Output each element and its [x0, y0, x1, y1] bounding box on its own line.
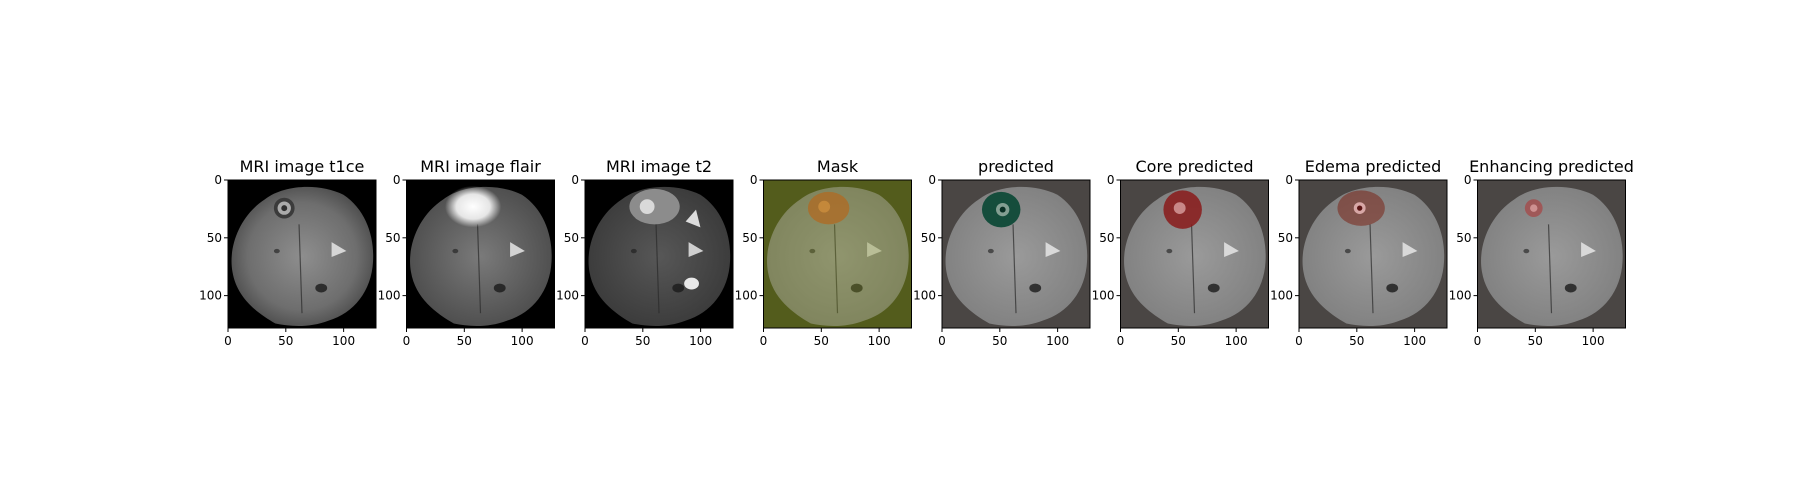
axes-frame [763, 179, 912, 329]
panel-pred: predicted 0 50 100 0 50 100 [913, 157, 1091, 348]
panel-title: predicted [978, 157, 1054, 176]
panel-title: Mask [817, 157, 859, 176]
y-tick-label: 0 [1464, 173, 1472, 187]
x-tick-label: 0 [224, 334, 232, 348]
brain-slice-image [588, 186, 731, 326]
panel-core: Core predicted 0 50 100 0 50 100 [1092, 157, 1269, 348]
x-tick-label: 50 [1349, 334, 1364, 348]
brain-slice-image [763, 180, 912, 328]
brain-slice-image [231, 186, 374, 326]
y-tick-label: 50 [385, 231, 400, 245]
y-tick-label: 0 [1285, 173, 1293, 187]
panel-title: MRI image flair [420, 157, 541, 176]
brain-slice-image [945, 186, 1088, 326]
y-tick-label: 100 [1449, 289, 1472, 303]
x-tick-label: 50 [635, 334, 650, 348]
axes-frame [406, 179, 555, 329]
y-tick-label: 100 [735, 289, 758, 303]
brain-slice-image [1302, 186, 1445, 326]
y-tick-label: 50 [1278, 231, 1293, 245]
panel-title: Edema predicted [1305, 157, 1441, 176]
brain-slice-image [1124, 186, 1266, 326]
panel-flair: MRI image flair 0 50 100 0 50 100 [378, 157, 555, 348]
axes-frame [1477, 179, 1626, 329]
x-tick-label: 0 [1295, 334, 1303, 348]
panel-edema: Edema predicted 0 50 100 0 50 100 [1270, 157, 1448, 348]
y-tick-label: 100 [1270, 289, 1293, 303]
y-tick-label: 100 [1092, 289, 1115, 303]
x-tick-label: 100 [1046, 334, 1069, 348]
axes-frame [227, 179, 377, 329]
panel-title: Core predicted [1135, 157, 1253, 176]
x-tick-label: 100 [1225, 334, 1248, 348]
panel-t2: MRI image t2 0 50 100 0 50 100 [556, 157, 734, 348]
y-tick-label: 0 [928, 173, 936, 187]
panel-title: MRI image t2 [606, 157, 712, 176]
brain-slice-image [410, 185, 552, 326]
axes-frame [1120, 179, 1269, 329]
x-tick-label: 50 [814, 334, 829, 348]
x-tick-label: 0 [1117, 334, 1125, 348]
y-tick-label: 0 [571, 173, 579, 187]
x-tick-label: 50 [992, 334, 1007, 348]
y-tick-label: 0 [1107, 173, 1115, 187]
x-tick-label: 100 [511, 334, 534, 348]
y-tick-label: 100 [378, 289, 401, 303]
x-tick-label: 0 [581, 334, 589, 348]
y-tick-label: 50 [207, 231, 222, 245]
x-tick-label: 100 [332, 334, 355, 348]
panel-title: Enhancing predicted [1469, 157, 1634, 176]
x-tick-label: 50 [457, 334, 472, 348]
x-tick-label: 50 [278, 334, 293, 348]
panel-mask: Mask 0 50 100 0 50 100 [735, 157, 912, 348]
y-tick-label: 0 [393, 173, 401, 187]
x-tick-label: 0 [938, 334, 946, 348]
y-tick-label: 50 [921, 231, 936, 245]
y-tick-label: 50 [1456, 231, 1471, 245]
y-tick-label: 0 [214, 173, 222, 187]
x-tick-label: 100 [1582, 334, 1605, 348]
axes-frame [1298, 179, 1448, 329]
brain-slice-image [1481, 186, 1623, 326]
axes-frame [584, 179, 734, 329]
y-tick-label: 50 [742, 231, 757, 245]
x-tick-label: 100 [1403, 334, 1426, 348]
y-tick-label: 100 [913, 289, 936, 303]
x-tick-label: 50 [1171, 334, 1186, 348]
x-tick-label: 0 [760, 334, 768, 348]
x-tick-label: 100 [868, 334, 891, 348]
x-tick-label: 50 [1528, 334, 1543, 348]
panel-t1ce: MRI image t1ce 0 50 100 0 50 100 [199, 157, 377, 348]
panel-title: MRI image t1ce [240, 157, 365, 176]
y-tick-label: 0 [750, 173, 758, 187]
y-tick-label: 50 [1099, 231, 1114, 245]
x-tick-label: 0 [1474, 334, 1482, 348]
axes-frame [941, 179, 1091, 329]
y-tick-label: 100 [199, 289, 222, 303]
x-tick-label: 0 [403, 334, 411, 348]
x-tick-label: 100 [689, 334, 712, 348]
y-tick-label: 50 [564, 231, 579, 245]
y-tick-label: 100 [556, 289, 579, 303]
